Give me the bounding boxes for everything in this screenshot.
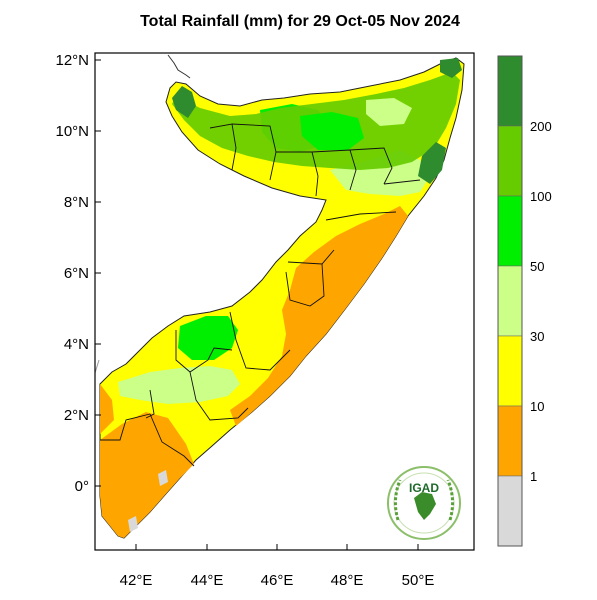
rain-zone-lightgreen-north-inner [366, 98, 412, 126]
legend-label-50: 50 [530, 259, 544, 274]
igad-emblem-icon: IGAD [387, 466, 461, 540]
neighbour-border [167, 54, 191, 79]
rain-zone-grey-south [158, 470, 168, 486]
rain-zone-lightgreen-south [118, 366, 240, 404]
lat-label-4n: 4°N [64, 336, 89, 353]
lat-label-8n: 8°N [64, 194, 89, 211]
lon-label-48e: 48°E [331, 572, 364, 589]
legend-swatch [497, 265, 523, 337]
logo-text: IGAD [409, 481, 439, 495]
rain-zone-darkgreen-east [418, 142, 446, 184]
longitude-axis: 42°E 44°E 46°E 48°E 50°E [120, 544, 435, 589]
lon-label-44e: 44°E [191, 572, 224, 589]
legend-label-100: 100 [530, 189, 552, 204]
lon-label-42e: 42°E [120, 572, 153, 589]
latitude-axis: 12°N 10°N 8°N 6°N 4°N 2°N 0° [55, 52, 101, 495]
legend-swatch [497, 125, 523, 197]
lon-label-46e: 46°E [261, 572, 294, 589]
map-content [95, 54, 465, 539]
legend-label-30: 30 [530, 329, 544, 344]
legend-label-1: 1 [530, 469, 537, 484]
legend-swatch [497, 335, 523, 407]
admin-boundaries [100, 123, 421, 467]
lon-label-50e: 50°E [402, 572, 435, 589]
rain-zone-darkgreen-tip [440, 58, 462, 78]
legend-frame [497, 55, 523, 547]
rain-zone-orange-south [100, 412, 194, 538]
map-title: Total Rainfall (mm) for 29 Oct-05 Nov 20… [140, 13, 460, 30]
rain-zone-green-north-inner [300, 112, 364, 150]
map-frame [94, 52, 475, 551]
lat-label-0: 0° [75, 478, 89, 495]
legend-label-200: 200 [530, 119, 552, 134]
legend-labels: 200 100 50 30 10 1 [530, 119, 552, 484]
rain-zone-orange-east [230, 206, 408, 426]
rain-zone-orange-southwest [100, 384, 114, 434]
legend-swatch [497, 475, 523, 547]
lat-label-10n: 10°N [55, 123, 89, 140]
legend-swatch [497, 405, 523, 477]
rain-zone-grey-tip [128, 516, 138, 532]
rain-zone-darkgreen-west [172, 86, 196, 118]
legend-label-10: 10 [530, 399, 544, 414]
legend-colorbar [497, 55, 523, 547]
neighbour-border-south [95, 359, 100, 374]
legend-swatch [497, 195, 523, 267]
lat-label-6n: 6°N [64, 265, 89, 282]
lat-label-2n: 2°N [64, 407, 89, 424]
lat-label-12n: 12°N [55, 52, 89, 69]
legend-swatch [497, 55, 523, 127]
